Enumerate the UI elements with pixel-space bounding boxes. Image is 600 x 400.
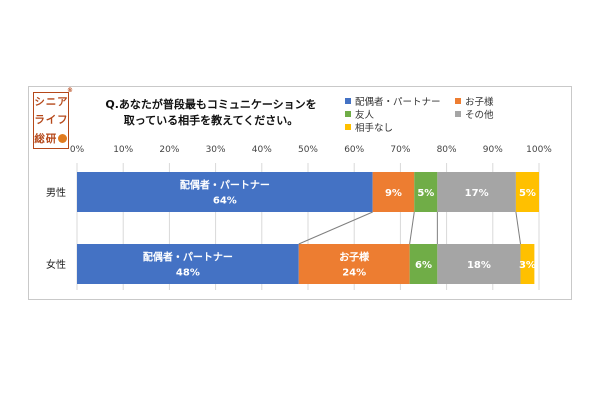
bar-segment	[77, 244, 299, 284]
legend-label: 配偶者・パートナー	[355, 97, 441, 108]
logo-char: イ	[45, 114, 57, 127]
series-line	[409, 211, 415, 245]
legend-item: 友人	[345, 108, 455, 121]
data-label: 24%	[342, 268, 366, 279]
x-tick-label: 50%	[298, 145, 318, 155]
x-tick-label: 30%	[206, 145, 226, 155]
legend-item: その他	[455, 108, 565, 121]
legend-item: 相手なし	[345, 121, 455, 134]
logo-char: 総	[34, 132, 45, 145]
data-label: 3%	[519, 260, 536, 271]
logo: シ ニ ア ラ イ フ 総 研 ®	[33, 88, 73, 149]
chart-frame	[28, 86, 572, 300]
legend-label: その他	[465, 110, 494, 121]
data-label: 6%	[415, 260, 432, 271]
bar-segment	[409, 244, 438, 284]
logo-char: ア	[57, 95, 68, 108]
legend-item: お子様	[455, 95, 565, 108]
data-label: 5%	[417, 188, 434, 199]
legend-item: 配偶者・パートナー	[345, 95, 455, 108]
data-label: 配偶者・パートナー	[143, 251, 233, 264]
logo-char: ニ	[45, 95, 57, 108]
data-label: 18%	[467, 260, 491, 271]
data-label: 9%	[385, 188, 402, 199]
bar-segment	[520, 244, 535, 284]
logo-char: 研	[45, 132, 57, 145]
x-tick-label: 0%	[70, 145, 85, 155]
legend-label: 友人	[355, 110, 375, 121]
x-tick-label: 40%	[252, 145, 272, 155]
registered-mark: ®	[67, 87, 73, 94]
bar-segment	[77, 172, 373, 212]
data-label: お子様	[339, 251, 370, 264]
data-label: 5%	[519, 188, 536, 199]
data-label: 64%	[213, 196, 237, 207]
data-label: 配偶者・パートナー	[180, 179, 270, 192]
smile-icon	[57, 134, 67, 144]
bar-segment	[298, 244, 410, 284]
legend-swatch	[455, 111, 461, 117]
x-tick-label: 100%	[526, 145, 552, 155]
legend-label: お子様	[465, 97, 494, 108]
category-label: 男性	[46, 186, 66, 199]
series-line	[298, 211, 373, 245]
x-tick-label: 70%	[390, 145, 410, 155]
title-line: Q.あなたが普段最もコミュニケーションを	[105, 98, 317, 111]
legend-swatch	[345, 98, 351, 104]
data-label: 17%	[465, 188, 489, 199]
legend-swatch	[345, 124, 351, 130]
x-tick-label: 20%	[159, 145, 179, 155]
bar-segment	[437, 244, 521, 284]
bar-segment	[515, 172, 539, 212]
logo-char: シ	[34, 95, 45, 108]
legend-label: 相手なし	[355, 123, 394, 134]
bar-segment	[414, 172, 438, 212]
category-label: 女性	[46, 258, 66, 271]
series-line	[515, 211, 522, 245]
x-tick-label: 80%	[437, 145, 457, 155]
x-tick-label: 60%	[344, 145, 364, 155]
logo-char: フ	[57, 114, 68, 127]
legend-swatch	[455, 98, 461, 104]
bar-segment	[372, 172, 415, 212]
legend: 配偶者・パートナー お子様友人 その他相手なし	[345, 95, 565, 134]
x-tick-label: 90%	[483, 145, 503, 155]
bar-segment	[437, 172, 516, 212]
legend-swatch	[345, 111, 351, 117]
data-label: 48%	[176, 268, 200, 279]
title-line: 取っている相手を教えてください。	[123, 114, 299, 127]
chart-title: Q.あなたが普段最もコミュニケーションを 取っている相手を教えてください。	[96, 97, 326, 129]
logo-char: ラ	[34, 114, 45, 127]
x-tick-label: 10%	[113, 145, 133, 155]
